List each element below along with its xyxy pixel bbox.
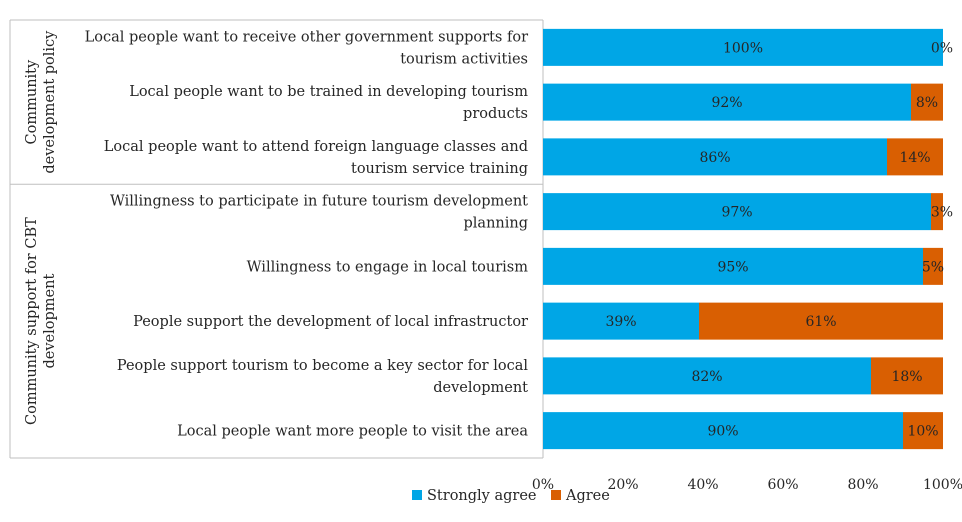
category-label-line: Willingness to engage in local tourism (247, 259, 529, 275)
bar-agree (903, 412, 943, 450)
bar-agree (911, 83, 943, 121)
bar-agree (931, 193, 943, 231)
data-label-agree: 3% (931, 205, 953, 221)
category-label: Local people want to receive other gover… (85, 29, 528, 67)
category-label-line: tourism service training (351, 161, 528, 177)
group-label: Community development policy (24, 30, 58, 174)
category-label-line: planning (464, 216, 529, 232)
category-label-line: Willingness to participate in future tou… (110, 194, 528, 210)
data-label-strongly-agree: 92% (711, 95, 742, 111)
data-label-strongly-agree: 39% (605, 314, 636, 330)
group-label: Community support for CBT development (24, 217, 58, 425)
group-label-line: Community (24, 59, 40, 144)
bar-strongly-agree (543, 412, 903, 450)
data-label-agree: 61% (805, 314, 836, 330)
group-label-line: development (42, 274, 58, 369)
x-tick-label: 40% (687, 477, 718, 493)
bar-strongly-agree (543, 302, 699, 340)
bar-strongly-agree (543, 247, 923, 285)
bar-agree (887, 138, 943, 176)
category-label-line: products (463, 106, 528, 122)
category-label-line: People support tourism to become a key s… (117, 358, 528, 374)
bar-strongly-agree (543, 28, 943, 66)
bar-agree (699, 302, 943, 340)
category-label: Local people want to attend foreign lang… (104, 139, 528, 177)
category-label: People support tourism to become a key s… (117, 358, 528, 396)
data-label-agree: 8% (916, 95, 938, 111)
bar-agree (871, 357, 943, 395)
category-label-line: People support the development of local … (133, 314, 528, 330)
group-label-line: development policy (42, 30, 58, 174)
data-label-agree: 18% (891, 369, 922, 385)
data-label-strongly-agree: 97% (721, 205, 752, 221)
category-label-line: Local people want to be trained in devel… (129, 84, 528, 100)
data-label-strongly-agree: 86% (699, 150, 730, 166)
x-tick-label: 100% (923, 477, 962, 493)
category-label-line: Local people want to receive other gover… (85, 29, 528, 45)
category-label: Willingness to participate in future tou… (110, 194, 528, 232)
data-label-strongly-agree: 100% (723, 40, 763, 56)
x-tick-label: 20% (607, 477, 638, 493)
legend-label: Agree (565, 488, 610, 504)
category-label-line: Local people want more people to visit t… (177, 424, 528, 440)
data-label-strongly-agree: 90% (707, 424, 738, 440)
data-label-agree: 14% (899, 150, 930, 166)
category-label-line: Local people want to attend foreign lang… (104, 139, 528, 155)
data-label-agree: 10% (907, 424, 938, 440)
bar-strongly-agree (543, 138, 887, 176)
category-label: Willingness to engage in local tourism (247, 259, 529, 275)
bar-agree (923, 247, 943, 285)
category-label: Local people want more people to visit t… (177, 424, 528, 440)
category-label-line: tourism activities (400, 51, 528, 67)
data-label-strongly-agree: 82% (691, 369, 722, 385)
category-label-line: development (433, 380, 528, 396)
x-tick-label: 0% (532, 477, 554, 493)
category-label: Local people want to be trained in devel… (129, 84, 528, 122)
category-label: People support the development of local … (133, 314, 528, 330)
bar-strongly-agree (543, 193, 931, 231)
x-tick-label: 60% (767, 477, 798, 493)
legend-label: Strongly agree (427, 488, 537, 504)
legend-swatch-agree (551, 490, 561, 500)
legend-swatch-strongly-agree (412, 490, 422, 500)
data-label-agree: 0% (931, 40, 953, 56)
group-label-line: Community support for CBT (24, 217, 40, 425)
data-label-strongly-agree: 95% (717, 259, 748, 275)
x-tick-label: 80% (847, 477, 878, 493)
data-label-agree: 5% (922, 259, 944, 275)
bar-strongly-agree (543, 357, 871, 395)
bar-strongly-agree (543, 83, 911, 121)
